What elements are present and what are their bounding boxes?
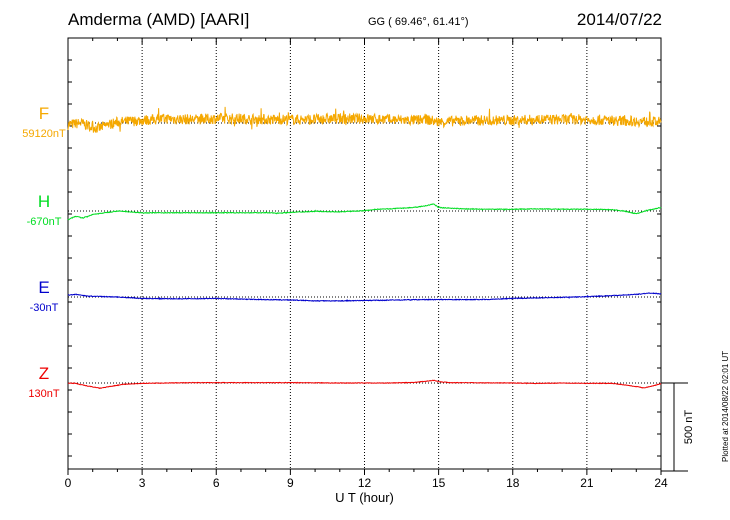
geographic-coordinates: GG ( 69.46°, 61.41°) — [368, 16, 469, 28]
series-line-E — [67, 292, 662, 302]
x-tick-label: 18 — [506, 476, 520, 490]
series-line-Z — [68, 379, 662, 390]
x-tick-label: 3 — [139, 476, 146, 490]
x-tick-label: 15 — [432, 476, 446, 490]
x-tick-label: 21 — [580, 476, 594, 490]
scale-bar-label: 500 nT — [683, 410, 695, 445]
x-tick-label: 0 — [65, 476, 72, 490]
plot-date: 2014/07/22 — [576, 10, 662, 29]
plotted-timestamp: Plotted at 2014/08/22 02:01 UT — [721, 350, 730, 462]
component-label-Z: Z — [39, 364, 49, 383]
component-label-E: E — [38, 278, 49, 297]
baseline-value-H: -670nT — [27, 216, 62, 228]
x-axis-label: U T (hour) — [335, 490, 394, 505]
x-tick-label: 24 — [654, 476, 668, 490]
x-tick-label: 6 — [213, 476, 220, 490]
series-line-H — [67, 203, 662, 221]
series-line-F — [67, 106, 662, 133]
baseline-value-F: 59120nT — [22, 128, 66, 140]
baseline-value-Z: 130nT — [28, 388, 59, 400]
baseline-value-E: -30nT — [30, 302, 59, 314]
x-tick-label: 12 — [358, 476, 372, 490]
component-label-F: F — [39, 104, 49, 123]
x-tick-label: 9 — [287, 476, 294, 490]
component-label-H: H — [38, 192, 50, 211]
station-title: Amderma (AMD) [AARI] — [68, 10, 250, 29]
